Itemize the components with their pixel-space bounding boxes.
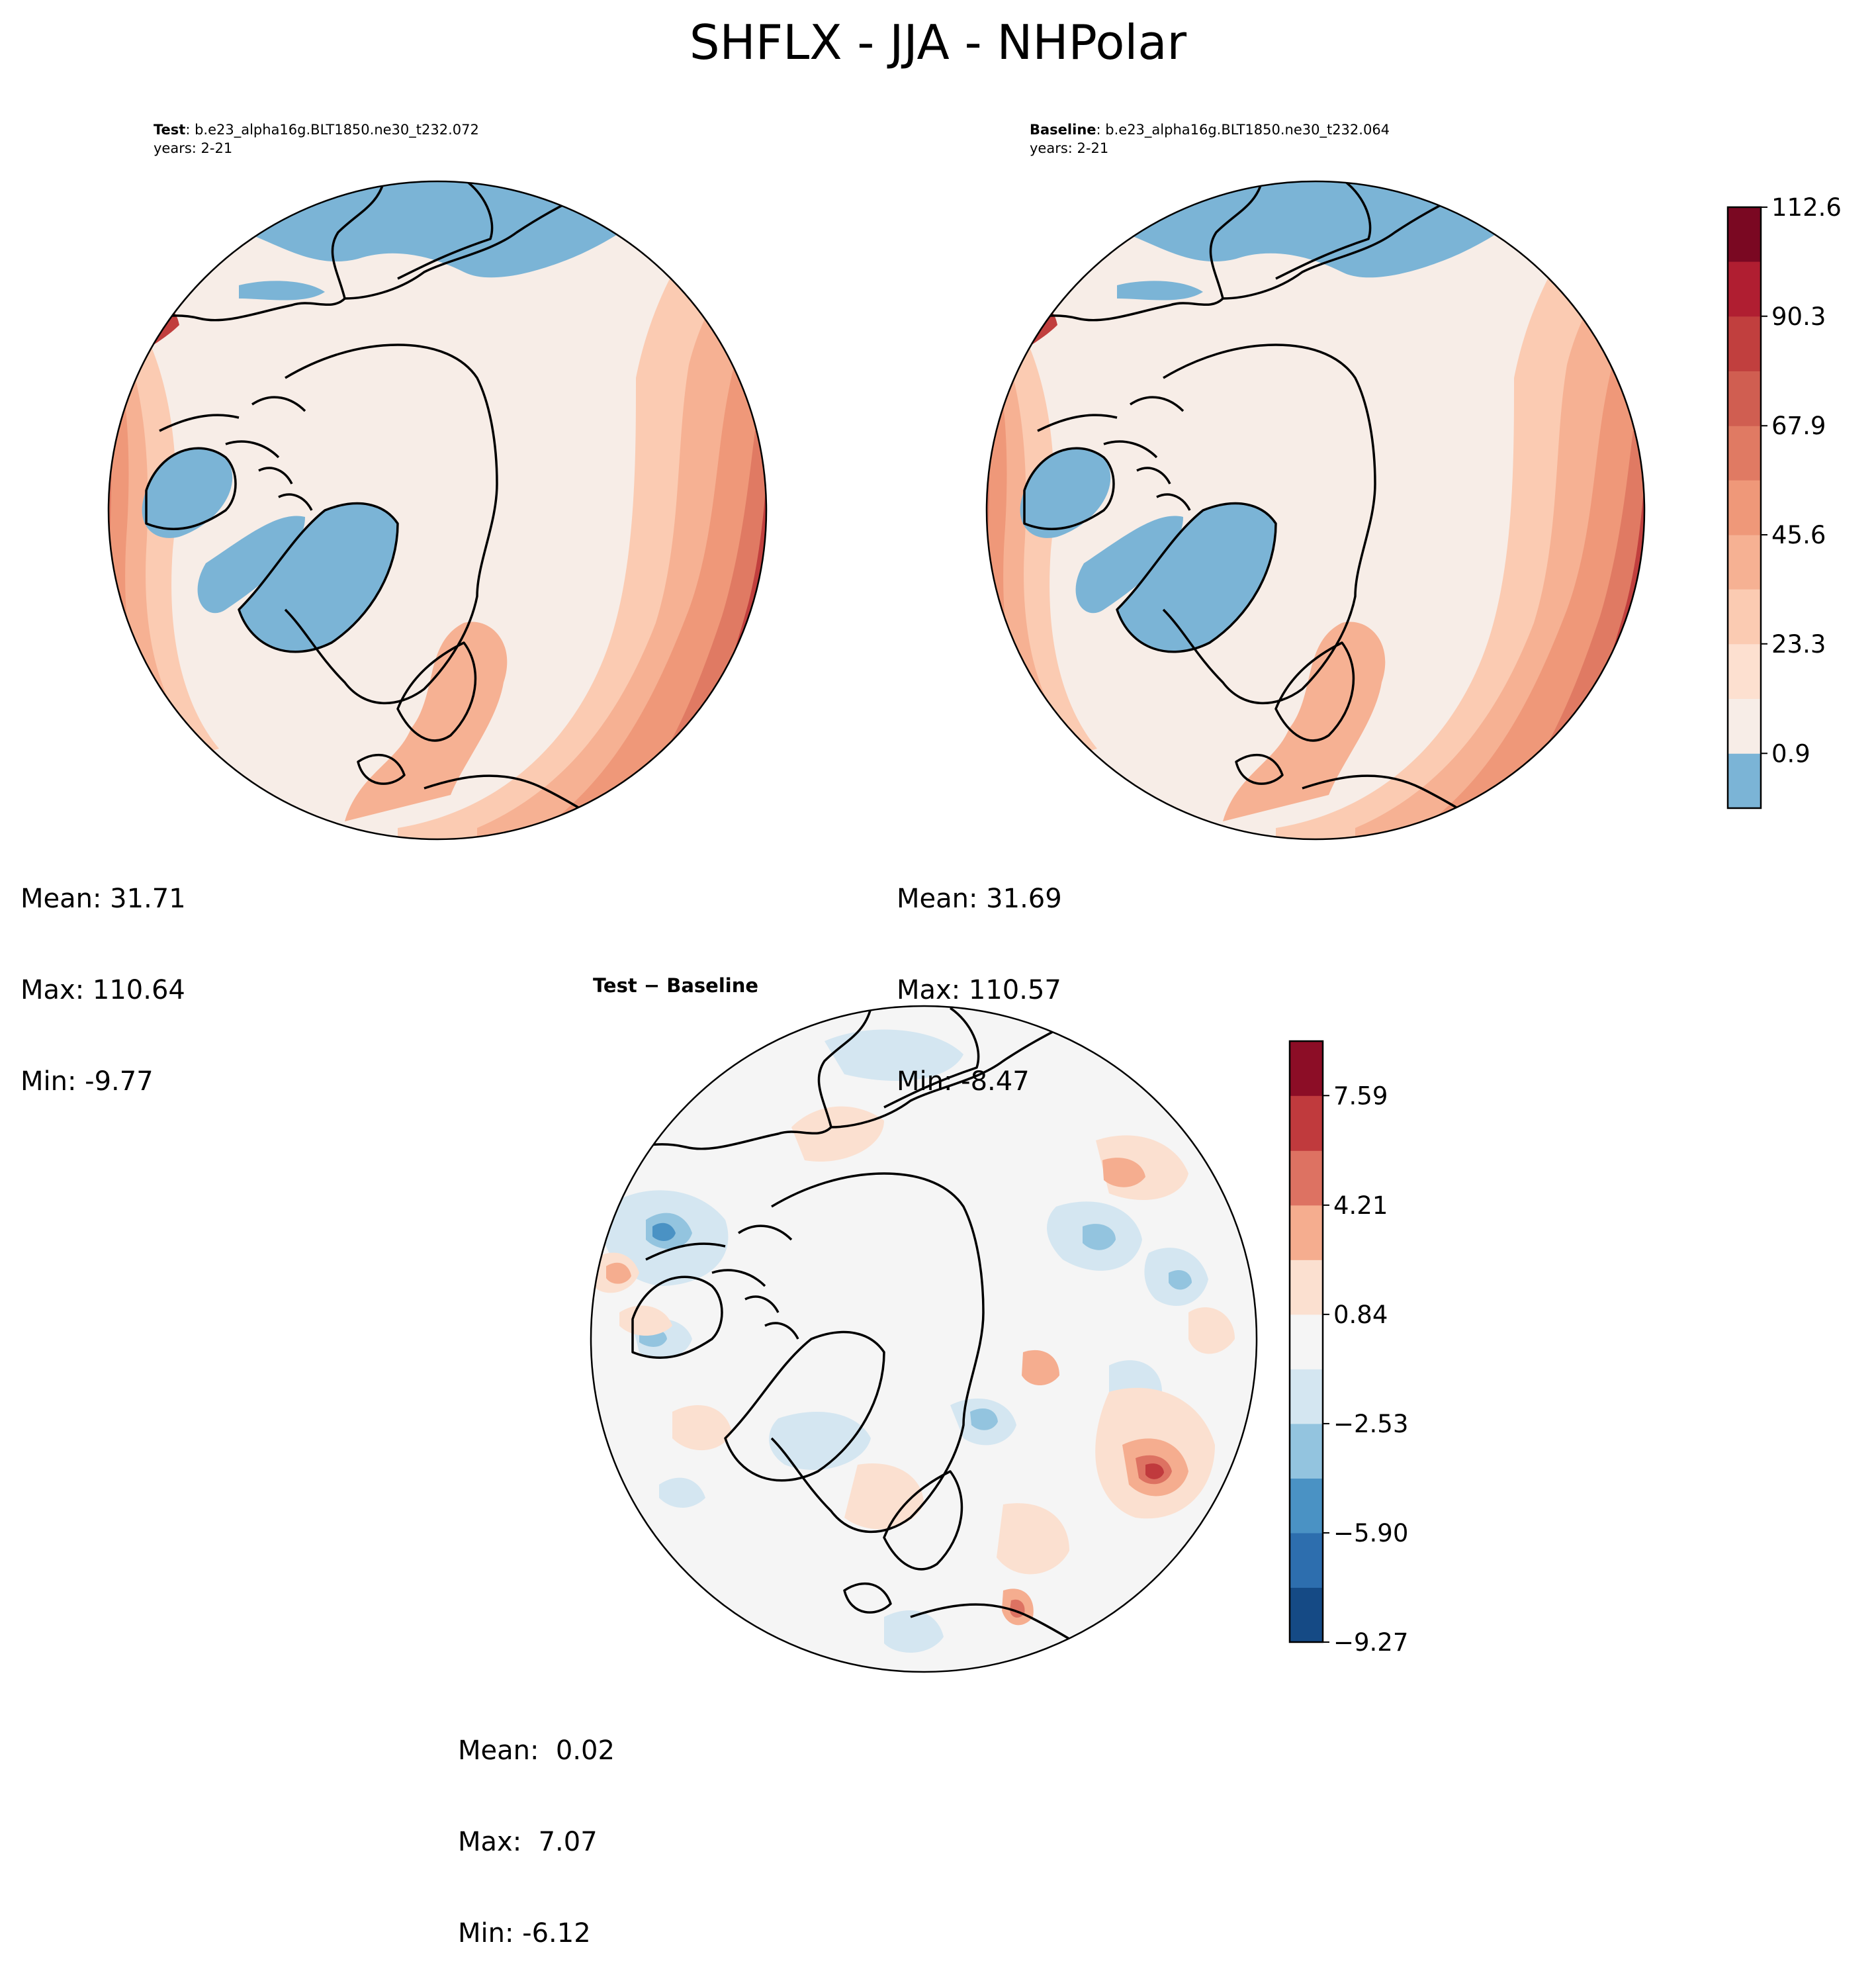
colorbar-diff-tick-label-2: 0.84 bbox=[1333, 1301, 1388, 1329]
colorbar-main-frame bbox=[1726, 206, 1762, 809]
colorbar-diff-bin-7 bbox=[1290, 1205, 1323, 1260]
test-max: Max: 110.64 bbox=[21, 975, 185, 1005]
colorbar-diff-bin-3 bbox=[1290, 1423, 1323, 1479]
colorbar-diff-bin-8 bbox=[1290, 1150, 1323, 1206]
baseline-stats: Mean: 31.69 Max: 110.57 Min: -8.47 bbox=[897, 823, 1062, 1127]
test-mean: Mean: 31.71 bbox=[21, 884, 186, 914]
figure-title: SHFLX - JJA - NHPolar bbox=[689, 15, 1187, 70]
baseline-min: Min: -8.47 bbox=[897, 1066, 1030, 1097]
colorbar-main-bin-1 bbox=[1728, 698, 1761, 754]
colorbar-diff-tick-label-0: 7.59 bbox=[1333, 1082, 1388, 1110]
colorbar-main-bin-6 bbox=[1728, 426, 1761, 481]
test-label: Test bbox=[154, 122, 186, 138]
colorbar-diff-frame bbox=[1288, 1040, 1324, 1643]
colorbar-main-tick-label-3: 45.6 bbox=[1771, 521, 1826, 549]
test-stats: Mean: 31.71 Max: 110.64 Min: -9.77 bbox=[21, 823, 186, 1127]
colorbar-diff: 7.59 4.21 0.84 −2.53 −5.90 −9.27 bbox=[1288, 1040, 1408, 1657]
colorbar-diff-tick-label-1: 4.21 bbox=[1333, 1191, 1388, 1220]
diff-panel-title: Test − Baseline bbox=[593, 974, 759, 997]
colorbar-diff-bin-0 bbox=[1290, 1587, 1323, 1643]
baseline-mean: Mean: 31.69 bbox=[897, 884, 1062, 914]
colorbar-main-tick-label-5: 0.9 bbox=[1771, 739, 1810, 768]
colorbar-diff-tick-label-4: −5.90 bbox=[1333, 1519, 1408, 1547]
colorbar-diff-bin-2 bbox=[1290, 1478, 1323, 1534]
colorbar-main-tick-label-2: 67.9 bbox=[1771, 412, 1826, 440]
baseline-years: years: 2-21 bbox=[1030, 140, 1109, 156]
colorbar-main-bin-5 bbox=[1728, 480, 1761, 535]
colorbar-main-bin-10 bbox=[1728, 207, 1761, 262]
baseline-map bbox=[985, 180, 1646, 841]
test-map-frame bbox=[107, 180, 768, 841]
colorbar-main-bin-0 bbox=[1728, 753, 1761, 809]
baseline-panel-title: Baseline: b.e23_alpha16g.BLT1850.ne30_t2… bbox=[1030, 120, 1390, 158]
colorbar-main-tick-label-1: 90.3 bbox=[1771, 302, 1826, 331]
diff-stats: Mean: 0.02 Max: 7.07 Min: -6.12 bbox=[458, 1675, 615, 1979]
figure-canvas: 112.6 90.3 67.9 45.6 23.3 0.9 7.59 4.21 0.84 −2.… bbox=[107, 180, 1842, 1673]
colorbar-diff-tick-label-5: −9.27 bbox=[1333, 1628, 1408, 1657]
diff-min: Min: -6.12 bbox=[458, 1918, 591, 1949]
test-min: Min: -9.77 bbox=[21, 1066, 154, 1097]
colorbar-main-bin-4 bbox=[1728, 535, 1761, 590]
baseline-label: Baseline bbox=[1030, 122, 1096, 138]
test-years: years: 2-21 bbox=[154, 140, 233, 156]
diff-map-frame bbox=[590, 1005, 1258, 1673]
colorbar-diff-bin-9 bbox=[1290, 1095, 1323, 1151]
colorbar-diff-bin-5 bbox=[1290, 1314, 1323, 1369]
test-case-name: : b.e23_alpha16g.BLT1850.ne30_t232.072 bbox=[185, 122, 479, 138]
test-map bbox=[107, 180, 768, 841]
diff-map bbox=[590, 1005, 1258, 1673]
colorbar-main: 112.6 90.3 67.9 45.6 23.3 0.9 bbox=[1726, 193, 1842, 809]
baseline-map-frame bbox=[985, 180, 1646, 841]
baseline-max: Max: 110.57 bbox=[897, 975, 1061, 1005]
colorbar-diff-bin-4 bbox=[1290, 1369, 1323, 1424]
colorbar-diff-bin-6 bbox=[1290, 1260, 1323, 1315]
colorbar-main-tick-label-0: 112.6 bbox=[1771, 193, 1842, 222]
baseline-case-name: : b.e23_alpha16g.BLT1850.ne30_t232.064 bbox=[1096, 122, 1390, 138]
test-panel-title: Test: b.e23_alpha16g.BLT1850.ne30_t232.0… bbox=[154, 120, 479, 158]
colorbar-main-bin-7 bbox=[1728, 371, 1761, 426]
colorbar-main-bin-9 bbox=[1728, 261, 1761, 317]
colorbar-diff-bin-10 bbox=[1290, 1041, 1323, 1096]
colorbar-main-bin-3 bbox=[1728, 589, 1761, 645]
diff-mean: Mean: 0.02 bbox=[458, 1735, 615, 1766]
colorbar-main-tick-label-4: 23.3 bbox=[1771, 630, 1826, 659]
colorbar-diff-tick-label-3: −2.53 bbox=[1333, 1410, 1408, 1438]
colorbar-main-bin-8 bbox=[1728, 316, 1761, 372]
diff-max: Max: 7.07 bbox=[458, 1827, 598, 1857]
colorbar-main-bin-2 bbox=[1728, 643, 1761, 700]
colorbar-diff-bin-1 bbox=[1290, 1532, 1323, 1588]
